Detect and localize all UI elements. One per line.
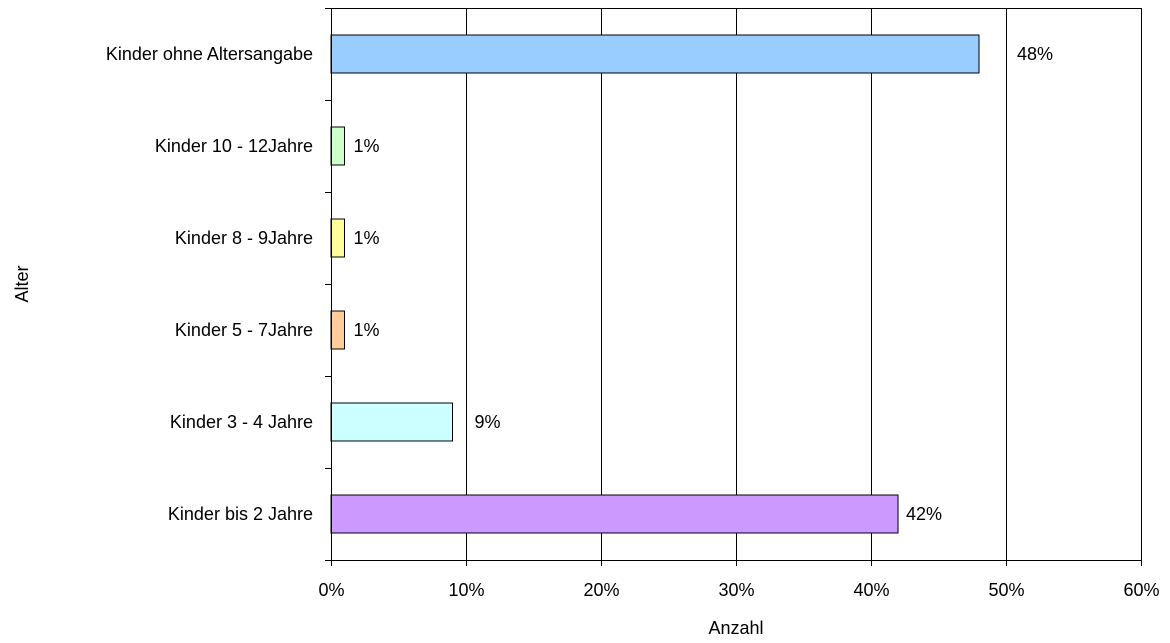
category-label: Kinder 3 - 4 Jahre [170,412,313,432]
x-tick-label: 50% [988,580,1024,600]
x-tick-label: 0% [318,580,344,600]
bar [330,494,899,534]
x-axis-title: Anzahl [708,618,763,638]
data-label: 9% [475,412,501,432]
category-label: Kinder bis 2 Jahre [168,504,313,524]
data-label: 1% [354,320,380,340]
data-label: 48% [1017,44,1053,64]
data-label: 1% [354,136,380,156]
bar [330,126,345,166]
y-axis-title: Alter [12,265,32,302]
x-tick-label: 40% [853,580,889,600]
category-label: Kinder 8 - 9Jahre [175,228,313,248]
x-tick-label: 20% [583,580,619,600]
category-label: Kinder 10 - 12Jahre [155,136,313,156]
x-tick-label: 10% [448,580,484,600]
category-label: Kinder 5 - 7Jahre [175,320,313,340]
data-label: 1% [354,228,380,248]
bar [330,310,345,350]
data-label: 42% [906,504,942,524]
x-tick-label: 60% [1123,580,1159,600]
axes [325,8,1142,566]
x-tick-label: 30% [718,580,754,600]
labels: Kinder bis 2 Jahre 42% Kinder 3 - 4 Jahre 9… [106,44,1160,600]
gridlines [466,8,1142,560]
category-label: Kinder ohne Altersangabe [106,44,313,64]
bar [330,402,453,442]
bars [330,34,980,534]
bar [330,218,345,258]
bar [330,34,980,74]
